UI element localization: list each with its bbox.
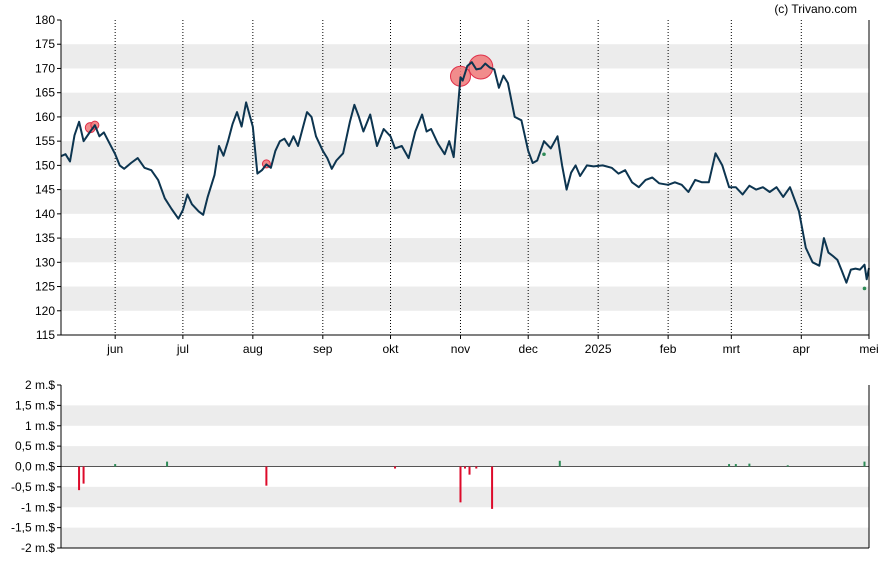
sell-bar xyxy=(459,466,462,503)
x-tick-label: nov xyxy=(451,342,470,356)
sell-bar xyxy=(82,466,85,484)
price-band xyxy=(61,44,869,69)
x-tick-label: 2025 xyxy=(585,342,612,356)
buy-bar xyxy=(786,465,789,467)
x-tick-label: mei xyxy=(859,342,878,356)
x-tick-label: jul xyxy=(176,342,189,356)
y-tick-label: 115 xyxy=(36,328,55,342)
marker-dot xyxy=(862,286,867,291)
trade-bubble xyxy=(468,54,494,80)
volume-background-bands xyxy=(61,405,869,548)
x-tick-label: mrt xyxy=(723,342,741,356)
price-band xyxy=(61,189,869,214)
marker-dots xyxy=(542,152,867,291)
buy-bar xyxy=(748,463,751,467)
x-tick-label: apr xyxy=(793,342,810,356)
volume-y-tick-label: 1,5 m.$ xyxy=(15,398,55,412)
volume-band xyxy=(61,486,869,508)
marker-dot xyxy=(542,152,546,157)
sell-bar xyxy=(491,466,494,509)
y-tick-label: 160 xyxy=(35,110,55,124)
y-tick-label: 155 xyxy=(35,134,55,148)
x-tick-label: okt xyxy=(383,342,400,356)
volume-y-tick-label: -1 m.$ xyxy=(21,500,55,514)
volume-band xyxy=(61,527,869,548)
price-band xyxy=(61,141,869,166)
sell-bar xyxy=(464,466,466,469)
buy-bar xyxy=(114,464,117,467)
sell-bar xyxy=(265,466,268,486)
sell-bar xyxy=(394,466,397,469)
volume-bars xyxy=(78,460,866,509)
volume-band xyxy=(61,405,869,426)
volume-y-tick-label: -2 m.$ xyxy=(21,541,55,555)
x-tick-label: jun xyxy=(106,342,123,356)
buy-bar xyxy=(728,464,731,467)
buy-bar xyxy=(166,461,169,467)
y-tick-label: 140 xyxy=(35,207,55,221)
y-tick-label: 180 xyxy=(35,13,55,27)
volume-y-tick-label: -1,5 m.$ xyxy=(11,521,55,535)
x-tick-label: sep xyxy=(313,342,333,356)
buy-bar xyxy=(558,460,561,467)
x-tick-label: dec xyxy=(519,342,538,356)
x-tick-label: feb xyxy=(660,342,677,356)
sell-bar xyxy=(468,466,471,475)
volume-y-tick-label: -0,5 m.$ xyxy=(11,480,55,494)
price-plot-frame xyxy=(60,20,870,336)
price-line xyxy=(60,61,870,284)
y-tick-label: 145 xyxy=(35,183,55,197)
y-tick-label: 120 xyxy=(35,304,55,318)
y-tick-label: 150 xyxy=(35,158,55,172)
volume-y-tick-label: 2 m.$ xyxy=(25,378,55,392)
sell-bar xyxy=(78,466,81,491)
price-band xyxy=(61,238,869,263)
price-band xyxy=(61,286,869,311)
sell-bar xyxy=(475,466,478,469)
y-tick-label: 135 xyxy=(35,231,55,245)
y-tick-label: 170 xyxy=(35,61,55,75)
volume-y-tick-label: 0,0 m.$ xyxy=(15,460,55,474)
buy-bar xyxy=(734,464,737,467)
x-tick-label: aug xyxy=(243,342,263,356)
price-x-axis: jun jul aug sep okt nov dec 2025 feb mrt apr mei xyxy=(106,335,879,356)
y-tick-label: 125 xyxy=(35,280,55,294)
price-band xyxy=(61,92,869,117)
volume-y-tick-label: 1 m.$ xyxy=(25,419,55,433)
y-tick-label: 165 xyxy=(35,86,55,100)
volume-y-tick-label: 0,5 m.$ xyxy=(15,439,55,453)
volume-band xyxy=(61,446,869,467)
buy-bar xyxy=(863,461,866,467)
price-background-bands xyxy=(61,44,869,311)
y-tick-label: 130 xyxy=(35,255,55,269)
watermark: (c) Trivano.com xyxy=(774,2,857,16)
volume-y-axis: 2 m.$ 1,5 m.$ 1 m.$ 0,5 m.$ 0,0 m.$ -0,5 m.$ -… xyxy=(11,378,61,555)
price-y-axis: 115 120 125 130 135 140 145 150 155 160 165 170 175 1… xyxy=(35,13,61,342)
y-tick-label: 175 xyxy=(35,37,55,51)
